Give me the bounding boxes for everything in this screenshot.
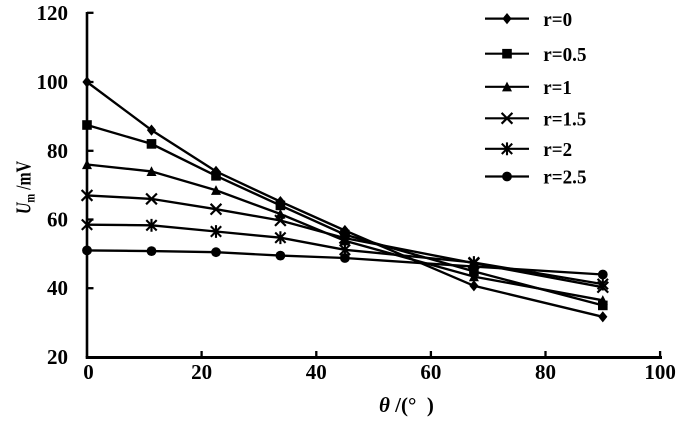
svg-text:100: 100 [37, 70, 69, 94]
svg-text:r=0.5: r=0.5 [543, 44, 586, 66]
svg-text:r=1.5: r=1.5 [543, 109, 586, 131]
svg-text:r=2: r=2 [543, 139, 572, 161]
svg-text:40: 40 [306, 360, 327, 384]
svg-text:0: 0 [83, 360, 94, 384]
svg-text:r=2.5: r=2.5 [543, 167, 586, 189]
svg-text:θ /(° ): θ /(° ) [379, 393, 434, 417]
svg-text:80: 80 [535, 360, 556, 384]
svg-text:60: 60 [47, 208, 68, 232]
svg-text:80: 80 [47, 139, 68, 163]
svg-text:100: 100 [644, 360, 676, 384]
svg-text:60: 60 [420, 360, 441, 384]
svg-text:40: 40 [47, 276, 68, 300]
svg-text:120: 120 [37, 1, 69, 25]
svg-text:Um /mV: Um /mV [12, 161, 39, 214]
svg-text:r=1: r=1 [543, 77, 572, 99]
svg-text:r=0: r=0 [543, 9, 572, 31]
svg-text:20: 20 [47, 345, 68, 369]
svg-text:20: 20 [191, 360, 212, 384]
